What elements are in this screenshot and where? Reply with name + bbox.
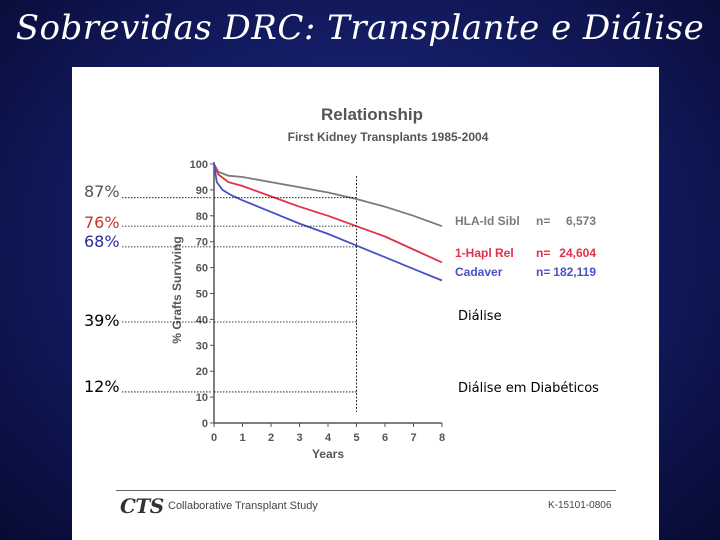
dialysis-label-39: Diálise bbox=[458, 309, 502, 324]
annotation-label-68: 68% bbox=[84, 232, 120, 251]
y-tick-label: 0 bbox=[202, 418, 208, 430]
y-tick-label: 100 bbox=[190, 159, 208, 171]
x-tick-label: 0 bbox=[211, 432, 217, 444]
chart-title: Relationship bbox=[321, 105, 423, 124]
x-tick-label: 1 bbox=[239, 432, 245, 444]
series-line-hla-id-sibl bbox=[213, 163, 443, 228]
x-tick-label: 4 bbox=[325, 432, 332, 444]
legend-n-value: 182,119 bbox=[553, 265, 596, 279]
y-tick-label: 50 bbox=[196, 289, 208, 301]
chart-panel bbox=[72, 67, 659, 540]
y-tick-label: 10 bbox=[196, 392, 208, 404]
y-tick-label: 60 bbox=[196, 263, 208, 275]
x-tick-label: 5 bbox=[353, 432, 359, 444]
x-tick-label: 6 bbox=[382, 432, 388, 444]
cts-logo: CTS bbox=[120, 494, 164, 518]
annotation-label-87: 87% bbox=[84, 182, 120, 201]
x-tick-label: 3 bbox=[296, 432, 302, 444]
y-axis-label: % Grafts Surviving bbox=[170, 236, 184, 343]
legend-n-label: n= bbox=[536, 265, 550, 279]
x-axis-label: Years bbox=[312, 447, 344, 461]
y-tick-label: 80 bbox=[196, 211, 208, 223]
y-tick-label: 30 bbox=[196, 340, 208, 352]
chart-subtitle: First Kidney Transplants 1985-2004 bbox=[288, 130, 489, 144]
x-tick-label: 2 bbox=[268, 432, 274, 444]
x-tick-label: 8 bbox=[439, 432, 445, 444]
footer-code: K-15101-0806 bbox=[548, 500, 612, 511]
legend-label: 1-Hapl Rel bbox=[455, 246, 514, 260]
series-line-1-hapl-rel bbox=[213, 163, 443, 264]
slide-title: Sobrevidas DRC: Transplante e Diálise bbox=[15, 8, 705, 48]
annotation-label-39: 39% bbox=[84, 311, 120, 330]
annotation-label-76: 76% bbox=[84, 213, 120, 232]
legend-n-value: 24,604 bbox=[559, 246, 596, 260]
y-tick-label: 90 bbox=[196, 185, 208, 197]
y-tick-label: 40 bbox=[196, 314, 208, 326]
y-tick-label: 70 bbox=[196, 237, 208, 249]
legend-n-label: n= bbox=[536, 246, 550, 260]
y-tick-label: 20 bbox=[196, 366, 208, 378]
dialysis-label-12: Diálise em Diabéticos bbox=[458, 381, 599, 396]
legend-label: HLA-Id Sibl bbox=[455, 214, 520, 228]
footer-divider bbox=[116, 490, 616, 491]
legend-n-label: n= bbox=[536, 214, 550, 228]
series-line-cadaver bbox=[213, 163, 443, 282]
legend-n-value: 6,573 bbox=[566, 214, 596, 228]
legend-label: Cadaver bbox=[455, 265, 503, 279]
footer-study-name: Collaborative Transplant Study bbox=[168, 500, 318, 512]
annotation-label-12: 12% bbox=[84, 377, 120, 396]
x-tick-label: 7 bbox=[410, 432, 416, 444]
